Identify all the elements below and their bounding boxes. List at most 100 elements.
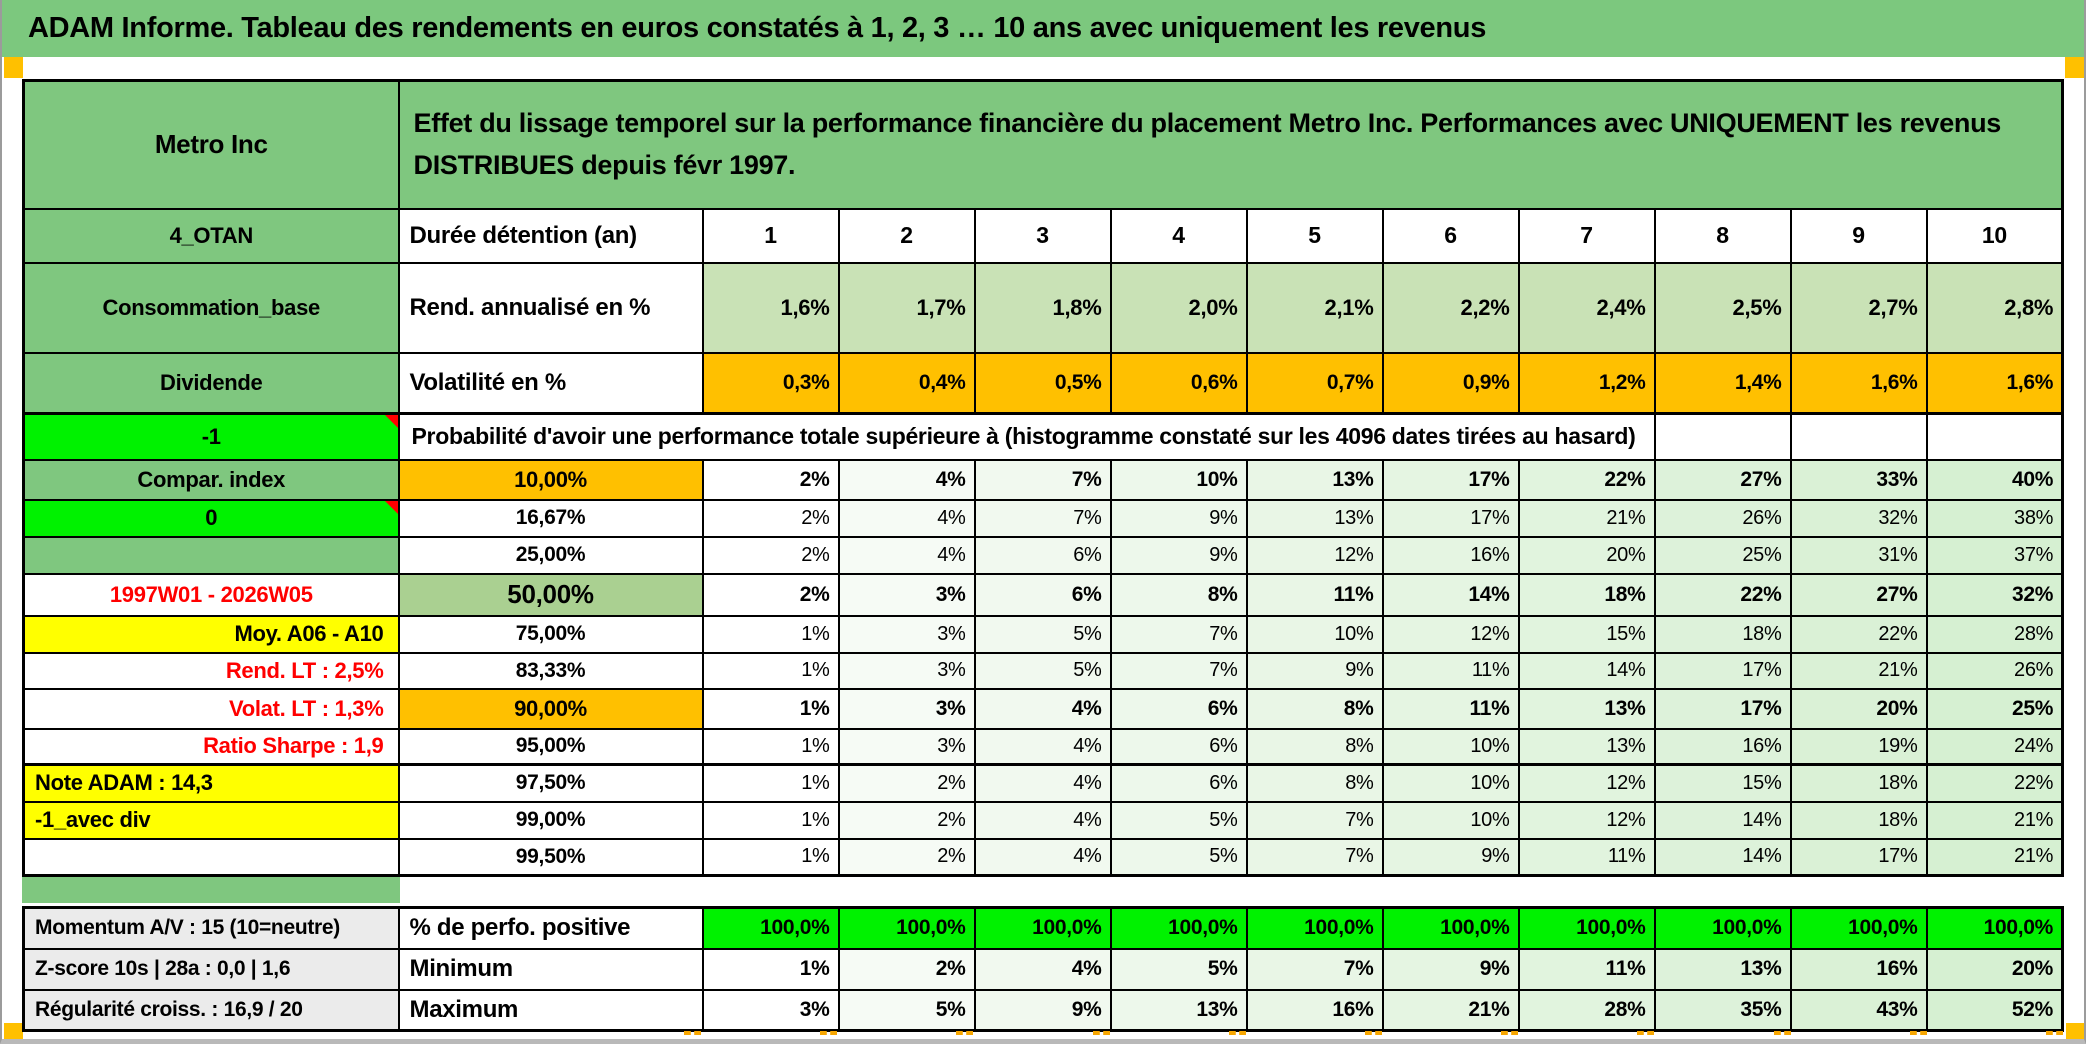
year-header-cell[interactable]: 3 xyxy=(973,207,1112,264)
volatility-cell[interactable]: 0,6% xyxy=(1109,351,1248,415)
probability-cell[interactable]: 33% xyxy=(1789,458,1928,501)
threshold-cell[interactable]: 50,00% xyxy=(397,572,704,617)
year-header-cell[interactable]: 5 xyxy=(1245,207,1384,264)
year-header-cell[interactable]: 4 xyxy=(1109,207,1248,264)
probability-cell[interactable]: 27% xyxy=(1789,572,1928,617)
threshold-cell[interactable]: 97,50% xyxy=(397,763,704,803)
volatility-cell[interactable]: 1,4% xyxy=(1653,351,1792,415)
probability-cell[interactable]: 7% xyxy=(973,458,1112,501)
label-a-cell[interactable]: 1997W01 - 2026W05 xyxy=(22,572,400,617)
label-a-cell[interactable] xyxy=(22,837,400,877)
maximum-cell[interactable]: 52% xyxy=(1925,988,2064,1032)
probability-cell[interactable]: 31% xyxy=(1789,535,1928,575)
positive-cell[interactable]: 100,0% xyxy=(1925,906,2064,950)
probability-cell[interactable]: 26% xyxy=(1925,651,2064,690)
maximum-cell[interactable]: 35% xyxy=(1653,988,1792,1032)
positive-cell[interactable]: 100,0% xyxy=(1653,906,1792,950)
probability-cell[interactable]: 4% xyxy=(973,687,1112,730)
probability-cell[interactable]: 6% xyxy=(1109,687,1248,730)
probability-cell[interactable]: 1% xyxy=(701,651,840,690)
threshold-cell[interactable]: 90,00% xyxy=(397,687,704,730)
label-a-cell[interactable]: Note ADAM : 14,3 xyxy=(22,763,400,803)
company-name-cell[interactable]: Metro Inc xyxy=(22,79,400,210)
probability-note-cell[interactable]: Probabilité d'avoir une performance tota… xyxy=(397,412,1656,461)
positive-cell[interactable]: 100,0% xyxy=(1517,906,1656,950)
probability-cell[interactable]: 17% xyxy=(1381,458,1520,501)
label-a-cell[interactable] xyxy=(22,535,400,575)
label-a-cell[interactable]: Consommation_base xyxy=(22,261,400,354)
maximum-cell[interactable]: 9% xyxy=(973,988,1112,1032)
probability-cell[interactable]: 1% xyxy=(701,800,840,840)
probability-cell[interactable]: 3% xyxy=(837,687,976,730)
row-header-cell[interactable]: Minimum xyxy=(397,947,704,991)
volatility-cell[interactable]: 0,7% xyxy=(1245,351,1384,415)
label-a-cell[interactable]: Dividende xyxy=(22,351,400,415)
probability-cell[interactable]: 5% xyxy=(1109,800,1248,840)
probability-cell[interactable]: 6% xyxy=(973,535,1112,575)
probability-cell[interactable]: 24% xyxy=(1925,727,2064,766)
threshold-cell[interactable]: 25,00% xyxy=(397,535,704,575)
annual-return-cell[interactable]: 2,1% xyxy=(1245,261,1384,354)
maximum-cell[interactable]: 3% xyxy=(701,988,840,1032)
threshold-cell[interactable]: 16,67% xyxy=(397,498,704,538)
probability-cell[interactable]: 21% xyxy=(1925,800,2064,840)
minimum-cell[interactable]: 4% xyxy=(973,947,1112,991)
label-a-cell[interactable]: -1 xyxy=(22,412,400,461)
probability-cell[interactable]: 8% xyxy=(1245,727,1384,766)
annual-return-cell[interactable]: 2,5% xyxy=(1653,261,1792,354)
annual-return-cell[interactable]: 1,6% xyxy=(701,261,840,354)
annual-return-cell[interactable]: 2,4% xyxy=(1517,261,1656,354)
year-header-cell[interactable]: 7 xyxy=(1517,207,1656,264)
probability-cell[interactable]: 2% xyxy=(701,535,840,575)
minimum-cell[interactable]: 5% xyxy=(1109,947,1248,991)
label-a-cell[interactable]: Régularité croiss. : 16,9 / 20 xyxy=(22,988,400,1032)
row-header-cell[interactable]: Maximum xyxy=(397,988,704,1032)
probability-cell[interactable]: 16% xyxy=(1381,535,1520,575)
probability-cell[interactable]: 6% xyxy=(1109,727,1248,766)
positive-cell[interactable]: 100,0% xyxy=(973,906,1112,950)
probability-cell[interactable]: 13% xyxy=(1517,727,1656,766)
probability-cell[interactable]: 1% xyxy=(701,727,840,766)
empty-cell[interactable] xyxy=(1789,412,1928,461)
probability-cell[interactable]: 3% xyxy=(837,727,976,766)
positive-cell[interactable]: 100,0% xyxy=(1245,906,1384,950)
probability-cell[interactable]: 22% xyxy=(1925,763,2064,803)
probability-cell[interactable]: 4% xyxy=(973,800,1112,840)
probability-cell[interactable]: 10% xyxy=(1245,614,1384,654)
duration-header-cell[interactable]: Durée détention (an) xyxy=(397,207,704,264)
minimum-cell[interactable]: 2% xyxy=(837,947,976,991)
positive-cell[interactable]: 100,0% xyxy=(1109,906,1248,950)
probability-cell[interactable]: 17% xyxy=(1789,837,1928,877)
probability-cell[interactable]: 13% xyxy=(1245,498,1384,538)
year-header-cell[interactable]: 2 xyxy=(837,207,976,264)
probability-cell[interactable]: 3% xyxy=(837,572,976,617)
positive-cell[interactable]: 100,0% xyxy=(701,906,840,950)
probability-cell[interactable]: 13% xyxy=(1517,687,1656,730)
label-a-cell[interactable]: Momentum A/V : 15 (10=neutre) xyxy=(22,906,400,950)
threshold-cell[interactable]: 99,00% xyxy=(397,800,704,840)
probability-cell[interactable]: 21% xyxy=(1925,837,2064,877)
probability-cell[interactable]: 13% xyxy=(1245,458,1384,501)
probability-cell[interactable]: 19% xyxy=(1789,727,1928,766)
volatility-cell[interactable]: 1,6% xyxy=(1789,351,1928,415)
probability-cell[interactable]: 18% xyxy=(1789,763,1928,803)
probability-cell[interactable]: 32% xyxy=(1925,572,2064,617)
probability-cell[interactable]: 6% xyxy=(973,572,1112,617)
minimum-cell[interactable]: 9% xyxy=(1381,947,1520,991)
probability-cell[interactable]: 40% xyxy=(1925,458,2064,501)
minimum-cell[interactable]: 11% xyxy=(1517,947,1656,991)
probability-cell[interactable]: 28% xyxy=(1925,614,2064,654)
label-a-cell[interactable]: Rend. LT : 2,5% xyxy=(22,651,400,690)
threshold-cell[interactable]: 99,50% xyxy=(397,837,704,877)
year-header-cell[interactable]: 6 xyxy=(1381,207,1520,264)
positive-cell[interactable]: 100,0% xyxy=(837,906,976,950)
row-header-cell[interactable]: Rend. annualisé en % xyxy=(397,261,704,354)
description-cell[interactable]: Effet du lissage temporel sur la perform… xyxy=(397,79,2064,210)
minimum-cell[interactable]: 7% xyxy=(1245,947,1384,991)
probability-cell[interactable]: 11% xyxy=(1381,651,1520,690)
probability-cell[interactable]: 27% xyxy=(1653,458,1792,501)
probability-cell[interactable]: 7% xyxy=(1245,800,1384,840)
probability-cell[interactable]: 17% xyxy=(1653,687,1792,730)
probability-cell[interactable]: 22% xyxy=(1653,572,1792,617)
probability-cell[interactable]: 7% xyxy=(1109,614,1248,654)
